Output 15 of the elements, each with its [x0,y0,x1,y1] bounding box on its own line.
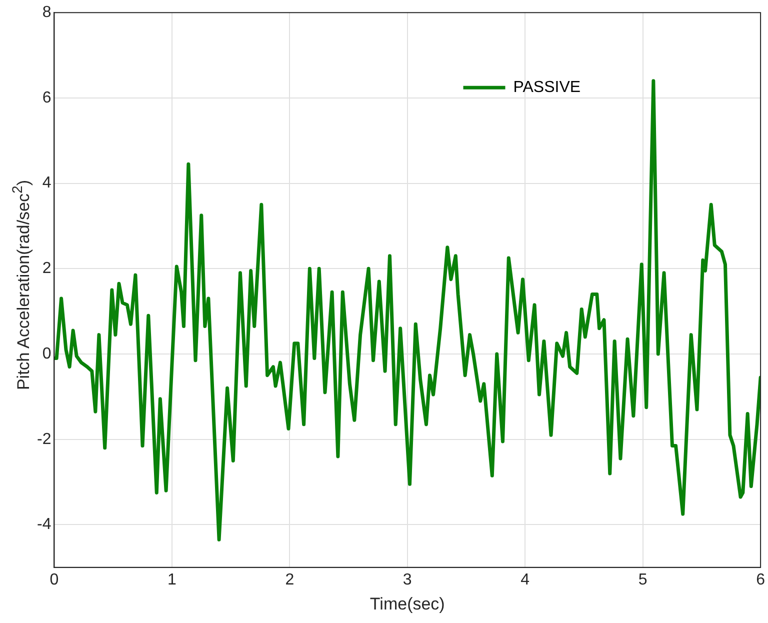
x-tick-label: 1 [167,571,176,588]
x-tick-label: 3 [402,571,412,588]
legend-label: PASSIVE [513,79,581,96]
y-tick-label: 4 [42,174,52,192]
y-tick-label: 6 [42,89,52,106]
x-axis-title: Time(sec) [370,594,445,614]
x-tick-label: 4 [520,571,530,588]
y-tick-label: 8 [42,4,52,22]
x-tick-label: 2 [285,571,294,588]
y-tick-label: 2 [42,260,52,278]
y-tick-label: -4 [36,516,52,534]
y-tick-label: 0 [42,345,52,362]
x-tick-label: 5 [638,571,648,588]
y-tick-label: -2 [36,430,52,448]
x-tick-label: 6 [756,571,766,588]
